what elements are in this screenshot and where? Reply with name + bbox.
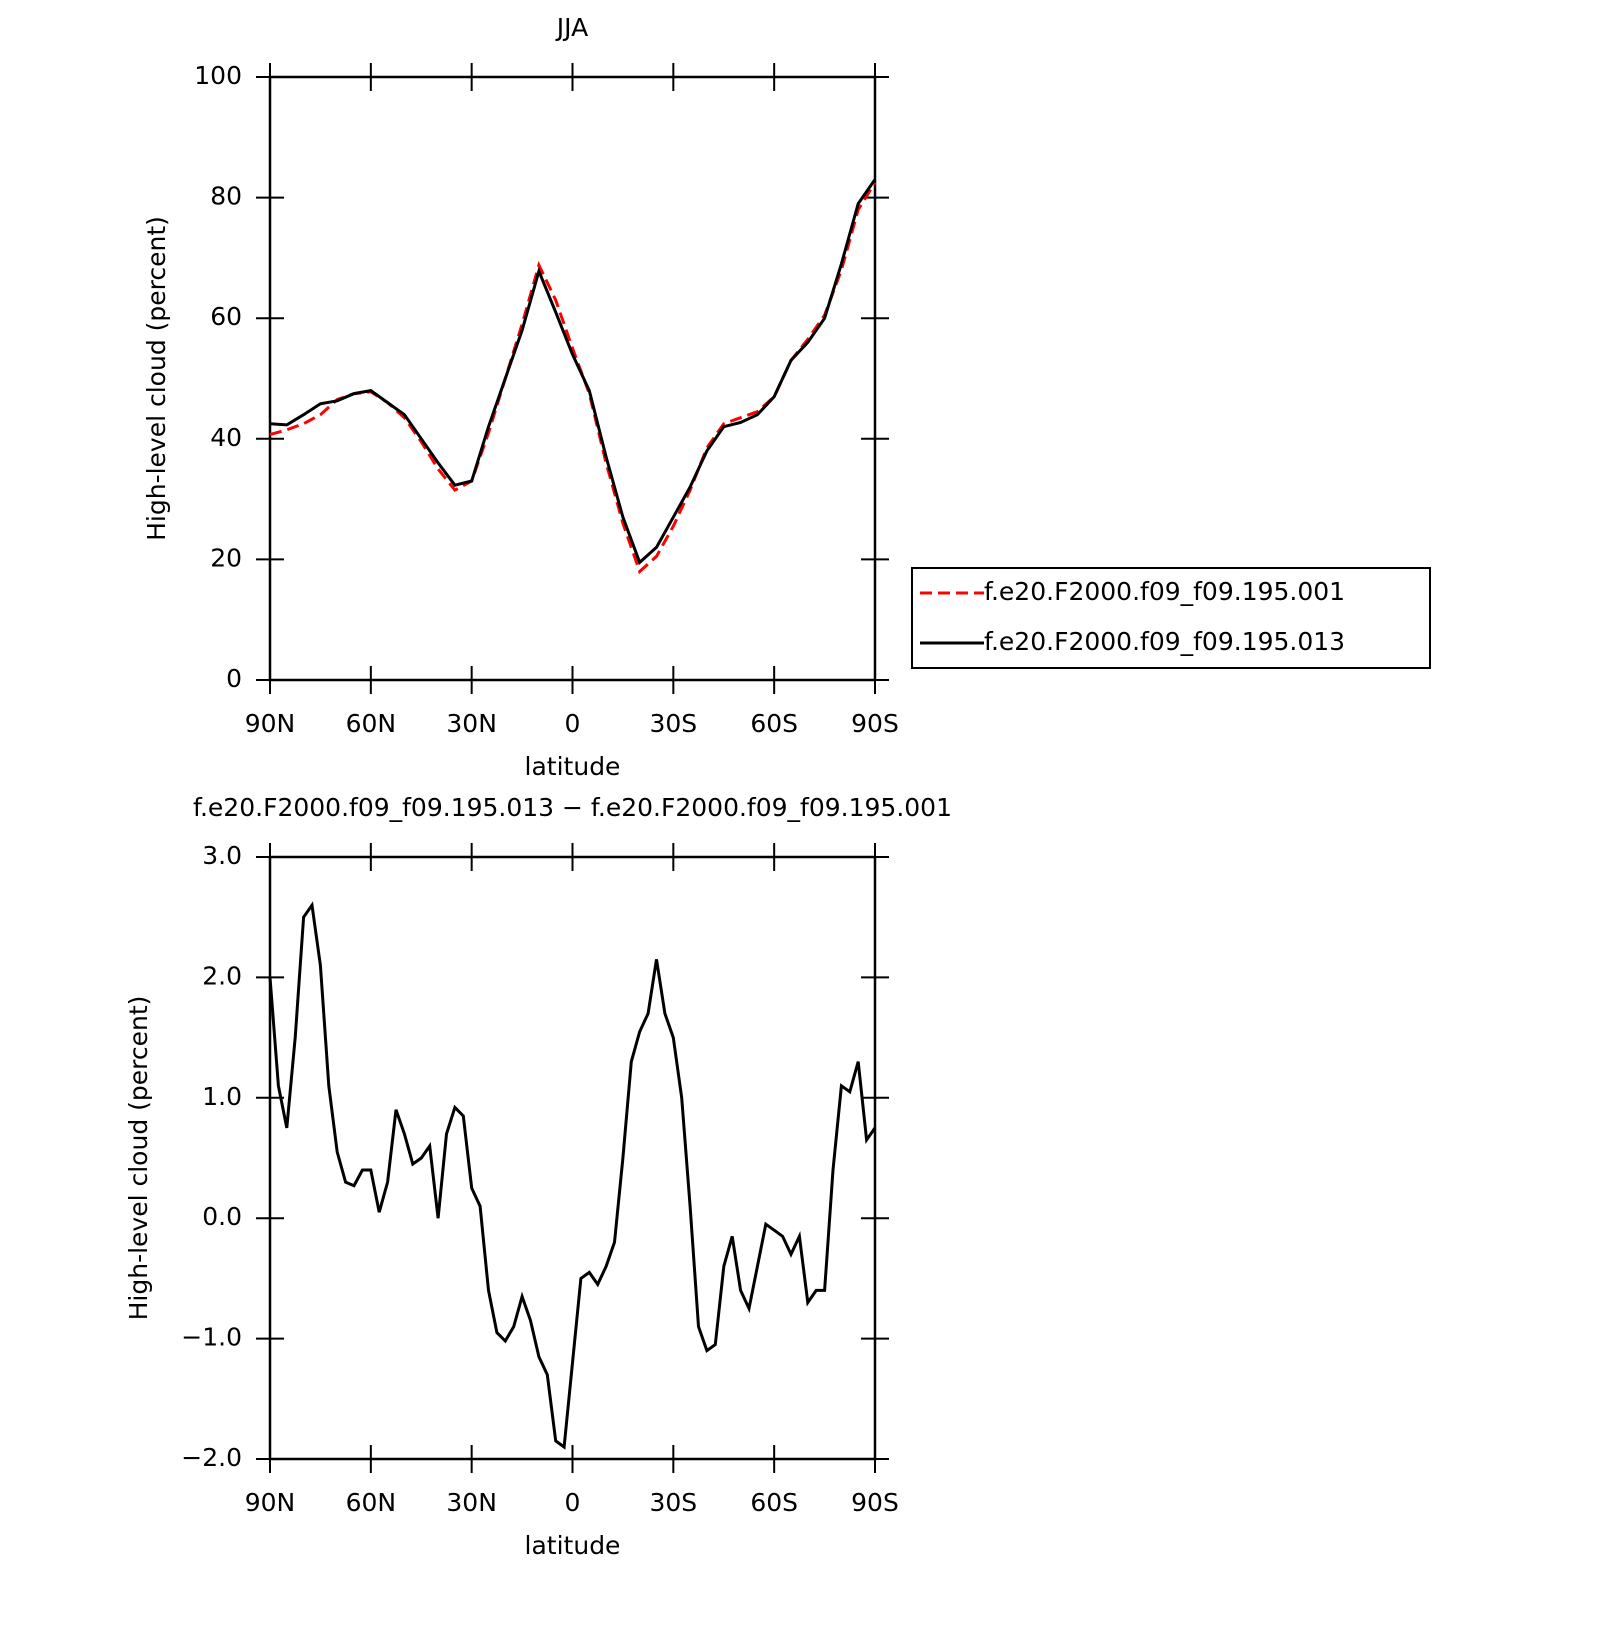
y-tick-label: 40 <box>210 423 242 452</box>
y-tick-label: 2.0 <box>202 961 242 990</box>
x-tick-label: 30S <box>649 1488 697 1517</box>
x-tick-label: 30N <box>446 1488 497 1517</box>
legend-box <box>911 567 1431 669</box>
x-axis-label: latitude <box>525 752 621 781</box>
y-tick-label: 0.0 <box>202 1202 242 1231</box>
y-tick-label: 0 <box>226 664 242 693</box>
x-tick-label: 60S <box>750 1488 798 1517</box>
x-tick-label: 30N <box>446 709 497 738</box>
y-tick-label: 3.0 <box>202 841 242 870</box>
series-line <box>268 901 877 1450</box>
x-tick-label: 0 <box>565 709 581 738</box>
x-tick-label: 90S <box>851 709 899 738</box>
series-line <box>269 178 877 565</box>
y-axis-label: High-level cloud (percent) <box>142 216 171 541</box>
y-tick-label: −2.0 <box>181 1443 242 1472</box>
y-tick-label: 60 <box>210 302 242 331</box>
x-tick-label: 90N <box>245 1488 296 1517</box>
x-tick-label: 60S <box>750 709 798 738</box>
plot-frame <box>268 75 877 682</box>
x-tick-label: 0 <box>565 1488 581 1517</box>
legend-label: f.e20.F2000.f09_f09.195.001 <box>984 577 1345 606</box>
x-tick-label: 60N <box>346 1488 397 1517</box>
x-tick-label: 60N <box>346 709 397 738</box>
legend-label: f.e20.F2000.f09_f09.195.013 <box>984 627 1345 656</box>
x-tick-label: 30S <box>649 709 697 738</box>
y-axis-label: High-level cloud (percent) <box>124 996 153 1321</box>
y-tick-label: 1.0 <box>202 1082 242 1111</box>
x-tick-label: 90N <box>245 709 296 738</box>
y-tick-label: −1.0 <box>181 1323 242 1352</box>
x-axis-label: latitude <box>525 1531 621 1560</box>
plot-frame <box>268 855 877 1461</box>
x-tick-label: 90S <box>851 1488 899 1517</box>
chart-title: JJA <box>555 13 588 42</box>
y-tick-label: 20 <box>210 543 242 572</box>
y-tick-label: 80 <box>210 182 242 211</box>
y-tick-label: 100 <box>194 61 242 90</box>
chart-title: f.e20.F2000.f09_f09.195.013 − f.e20.F200… <box>193 793 952 822</box>
